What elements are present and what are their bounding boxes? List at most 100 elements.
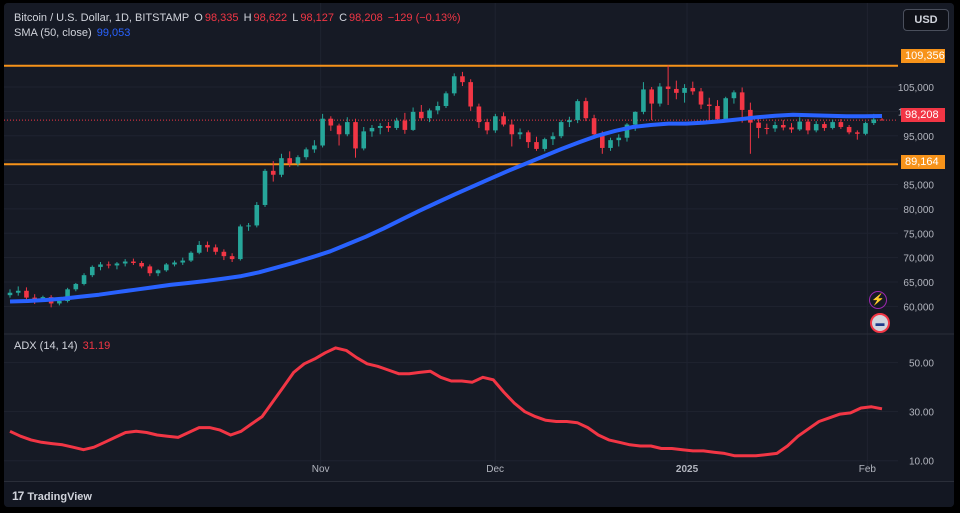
candle-body — [698, 91, 704, 105]
tradingview-logo-icon: 17 — [12, 489, 24, 503]
change-value: −129 (−0.13%) — [387, 12, 461, 24]
chart-canvas[interactable]: 60,00065,00070,00075,00080,00085,00090,0… — [4, 3, 954, 481]
adx-layer — [9, 346, 883, 458]
high-key: H — [243, 12, 252, 24]
sma-label[interactable]: SMA (50, close) — [14, 27, 92, 39]
price-tick-label: 65,000 — [903, 278, 934, 289]
adx-tick-label: 10.00 — [909, 457, 934, 468]
candle-body — [616, 137, 622, 141]
candle-body — [122, 261, 128, 264]
candle-body — [723, 98, 728, 120]
candle-body — [131, 261, 136, 263]
candle-body — [838, 122, 844, 127]
candle-body — [813, 124, 819, 131]
price-tick-label: 95,000 — [903, 132, 934, 143]
adx-value: 31.19 — [82, 340, 111, 352]
candle-body — [657, 86, 663, 104]
adx-legend[interactable]: ADX (14, 14) 31.19 — [14, 340, 112, 352]
candle-body — [772, 125, 778, 129]
price-tick-label: 80,000 — [903, 205, 934, 216]
candle-body — [822, 124, 827, 128]
candle-body — [73, 283, 79, 290]
candle-body — [682, 87, 687, 93]
candle-body — [443, 93, 449, 107]
sma-legend[interactable]: SMA (50, close) 99,053 — [14, 27, 132, 39]
candle-body — [558, 122, 564, 137]
candle-body — [139, 262, 144, 267]
grid-layer — [4, 3, 898, 473]
candle-body — [238, 226, 243, 260]
adx-tick-label: 50.00 — [909, 359, 934, 370]
candle-body — [674, 88, 679, 93]
candle-body — [780, 125, 786, 128]
candle-body — [863, 123, 868, 134]
candle-body — [24, 290, 29, 298]
time-tick-label: Dec — [486, 464, 504, 475]
price-tick-label: 85,000 — [903, 181, 934, 192]
candle-body — [394, 120, 399, 128]
candle-body — [567, 120, 572, 123]
candle-body — [279, 158, 284, 175]
symbol-title[interactable]: Bitcoin / U.S. Dollar, 1D, BITSTAMP — [14, 12, 190, 24]
candle-body — [164, 264, 169, 271]
candle-body — [575, 101, 580, 121]
candle-body — [172, 262, 177, 265]
sma-line — [9, 112, 883, 304]
candle-body — [254, 204, 260, 226]
candle-body — [295, 157, 301, 164]
time-tick-label: Nov — [312, 464, 330, 475]
candle-body — [789, 127, 794, 130]
last-price-tag: 98,208 — [901, 108, 945, 122]
candle-body — [419, 111, 424, 119]
adx-label[interactable]: ADX (14, 14) — [14, 340, 78, 352]
adx-line — [9, 346, 883, 458]
candle-body — [525, 132, 531, 143]
footer-bar: 17 TradingView — [4, 481, 954, 507]
candle-body — [542, 139, 548, 149]
symbol-legend[interactable]: Bitcoin / U.S. Dollar, 1D, BITSTAMP O 98,… — [14, 12, 463, 24]
bolt-icon[interactable]: ⚡ — [869, 291, 887, 309]
candle-body — [221, 251, 227, 257]
support-price-tag: 89,164 — [901, 155, 945, 169]
candle-body — [7, 292, 13, 296]
candle-body — [147, 266, 153, 274]
candle-layer[interactable] — [7, 65, 885, 308]
candle-body — [690, 87, 696, 92]
price-tick-label: 105,000 — [898, 83, 935, 94]
flag-icon[interactable]: ▬ — [870, 313, 890, 333]
candle-body — [591, 118, 597, 135]
candle-body — [262, 170, 268, 205]
candle-body — [805, 121, 811, 131]
candle-body — [320, 118, 325, 146]
candle-body — [830, 122, 835, 128]
currency-button[interactable]: USD — [903, 9, 949, 31]
candle-body — [451, 76, 457, 94]
sma-layer — [9, 112, 883, 304]
tradingview-logo[interactable]: 17 TradingView — [12, 489, 92, 503]
candle-body — [369, 127, 375, 132]
resistance-price-tag: 109,356 — [901, 49, 945, 63]
candle-body — [871, 119, 877, 124]
candle-body — [855, 132, 860, 134]
candle-body — [98, 264, 103, 267]
candle-body — [608, 140, 613, 148]
candle-body — [246, 225, 251, 227]
close-key: C — [339, 12, 348, 24]
low-key: L — [292, 12, 299, 24]
candle-body — [353, 122, 358, 149]
open-value: 98,335 — [204, 12, 239, 24]
candle-body — [509, 124, 515, 135]
candle-body — [879, 119, 885, 121]
candle-body — [583, 101, 589, 119]
price-tick-label: 75,000 — [903, 229, 934, 240]
candle-body — [501, 116, 506, 125]
candle-body — [468, 82, 473, 107]
candle-body — [484, 122, 490, 131]
candle-body — [114, 263, 120, 266]
candle-body — [386, 126, 391, 128]
close-value: 98,208 — [349, 12, 383, 24]
candle-body — [427, 110, 432, 119]
candle-body — [196, 244, 202, 253]
candle-body — [312, 145, 317, 150]
candle-body — [731, 92, 737, 99]
